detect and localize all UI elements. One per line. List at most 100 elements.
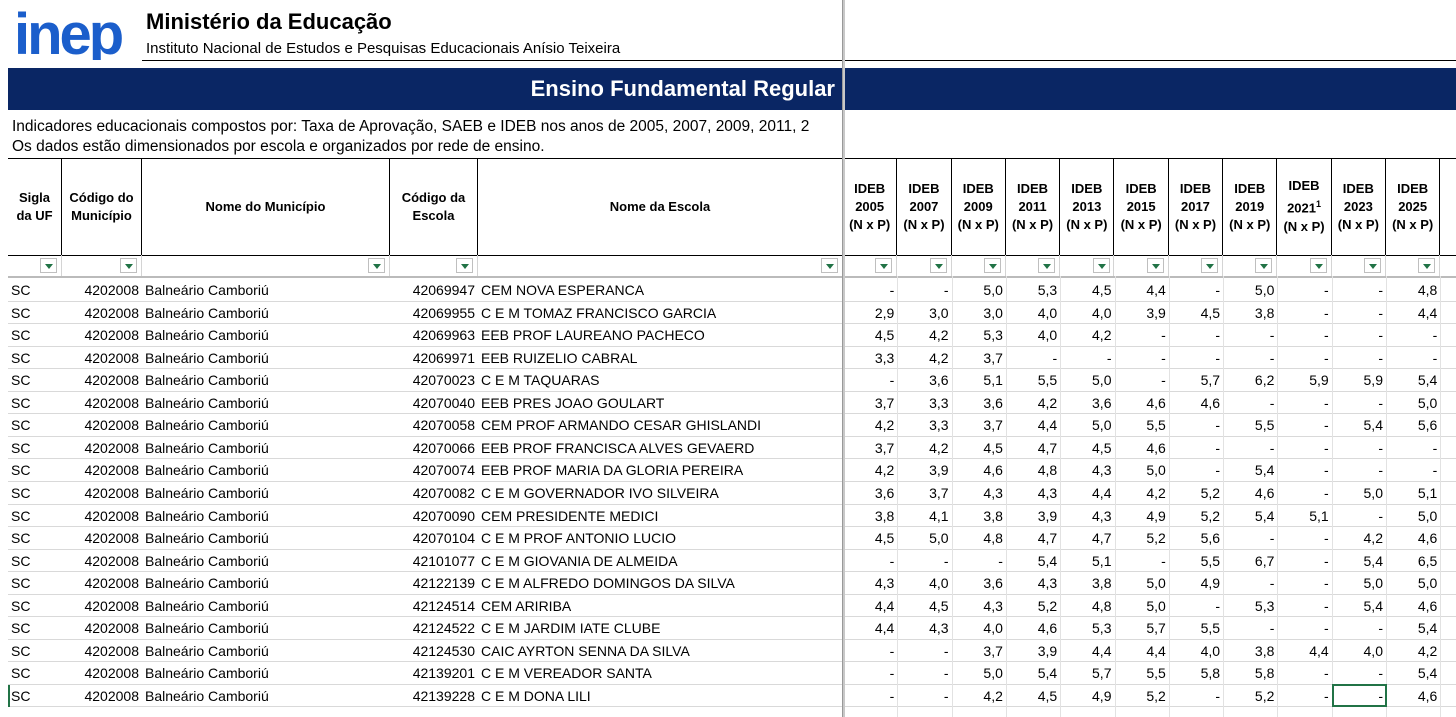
cell: 4,4 <box>1037 417 1058 434</box>
cell: - <box>1215 439 1221 456</box>
filter-button[interactable] <box>456 258 473 273</box>
filter-button[interactable] <box>821 258 838 273</box>
filter-button[interactable] <box>368 258 385 273</box>
row-marker <box>8 684 10 708</box>
filter-button[interactable] <box>875 258 893 273</box>
col-line <box>1060 276 1062 717</box>
cell: 4,2 <box>1417 642 1438 659</box>
cell: - <box>889 552 895 569</box>
cell: - <box>1324 484 1329 501</box>
cell: Balneário Camboriú <box>145 687 269 704</box>
cell: SC <box>11 597 31 614</box>
cell: 42070082 <box>412 484 475 501</box>
cell: 3,8 <box>1254 304 1275 321</box>
filter-cell <box>1169 255 1224 276</box>
cell: 4202008 <box>84 349 139 366</box>
cell: 5,0 <box>1146 597 1166 614</box>
cell: SC <box>11 372 31 389</box>
cell: 5,3 <box>1037 282 1058 298</box>
column-header: Código da Escola <box>390 158 478 255</box>
header-unit: (N x P) <box>1337 216 1379 232</box>
col-line <box>1114 276 1116 717</box>
cell: - <box>1432 349 1438 366</box>
filter-button[interactable] <box>1418 258 1436 273</box>
cell: - <box>1324 552 1329 569</box>
cell: 42139228 <box>412 687 475 704</box>
cell: 4,6 <box>1417 687 1438 704</box>
cell: Balneário Camboriú <box>145 462 269 479</box>
cell: 4,9 <box>1092 687 1112 704</box>
cell: SC <box>11 687 31 704</box>
filter-cell <box>1006 255 1061 276</box>
cell: 4,5 <box>1037 687 1058 704</box>
filter-button[interactable] <box>1255 258 1273 273</box>
cell: - <box>998 552 1003 569</box>
column-header: Nome do Município <box>142 158 390 255</box>
header-label: IDEB <box>962 180 994 196</box>
selected-cell[interactable] <box>1331 683 1387 708</box>
cell: 42124522 <box>412 620 475 637</box>
cell: 5,0 <box>1417 575 1438 592</box>
cell: 4,8 <box>1037 462 1058 479</box>
cell: - <box>1378 327 1383 344</box>
cell: 5,5 <box>1146 665 1166 682</box>
cell: C E M PROF ANTONIO LUCIO <box>481 530 676 547</box>
cell: 5,1 <box>1417 484 1438 501</box>
cell: - <box>1161 552 1166 569</box>
cell: 4202008 <box>84 687 139 704</box>
cell: 5,3 <box>1254 597 1275 614</box>
header-year: 2013 <box>1072 198 1101 216</box>
cell: 5,7 <box>1092 665 1112 682</box>
cell: 4202008 <box>84 530 139 547</box>
cell: Balneário Camboriú <box>145 372 269 389</box>
filter-button[interactable] <box>983 258 1001 273</box>
cell: SC <box>11 552 31 569</box>
cell: - <box>1324 282 1329 298</box>
header-unit: (N x P) <box>1283 218 1325 234</box>
cell: - <box>1378 394 1383 411</box>
cell: - <box>943 552 949 569</box>
cell: 4202008 <box>84 597 139 614</box>
filter-button[interactable] <box>1146 258 1164 273</box>
header-label: IDEB <box>1071 180 1103 196</box>
filter-button[interactable] <box>1309 258 1327 273</box>
cell: Balneário Camboriú <box>145 394 269 411</box>
col-line <box>1168 276 1170 717</box>
cell: 4,3 <box>874 575 895 592</box>
cell: 4,4 <box>1309 642 1329 659</box>
filter-button[interactable] <box>120 258 137 273</box>
cell: EEB PROF MARIA DA GLORIA PEREIRA <box>481 462 744 479</box>
cell: SC <box>11 304 31 321</box>
cell: 4,2 <box>929 349 949 366</box>
cell: Balneário Camboriú <box>145 349 269 366</box>
cell: 4,5 <box>983 439 1003 456</box>
column-header: IDEB 2005 (N x P) <box>843 158 898 255</box>
cell: - <box>1324 327 1329 344</box>
cell: 5,3 <box>1092 620 1112 637</box>
cell: - <box>1432 462 1438 479</box>
cell: 42069955 <box>412 304 475 321</box>
header-year: 2009 <box>964 198 993 216</box>
cell: Balneário Camboriú <box>145 304 269 321</box>
filter-button[interactable] <box>929 258 947 273</box>
cell: 5,3 <box>983 327 1003 344</box>
filter-button[interactable] <box>1092 258 1110 273</box>
cell: 5,0 <box>1092 417 1112 434</box>
header-border <box>8 255 1456 256</box>
cell: 5,2 <box>1200 484 1221 501</box>
filter-button[interactable] <box>1201 258 1219 273</box>
cell: 4,0 <box>1037 304 1058 321</box>
filter-button[interactable] <box>1038 258 1056 273</box>
column-header: IDEB 2023 (N x P) <box>1332 158 1386 255</box>
filter-button[interactable] <box>40 258 57 273</box>
cell: Balneário Camboriú <box>145 507 269 524</box>
header-border <box>8 158 1456 159</box>
cell: SC <box>11 507 31 524</box>
cell: 4202008 <box>84 417 139 434</box>
header-year: 2019 <box>1235 198 1264 216</box>
cell: SC <box>11 665 31 682</box>
filter-button[interactable] <box>1364 258 1381 273</box>
cell: 3,9 <box>1037 642 1058 659</box>
cell: CAIC AYRTON SENNA DA SILVA <box>481 642 690 659</box>
